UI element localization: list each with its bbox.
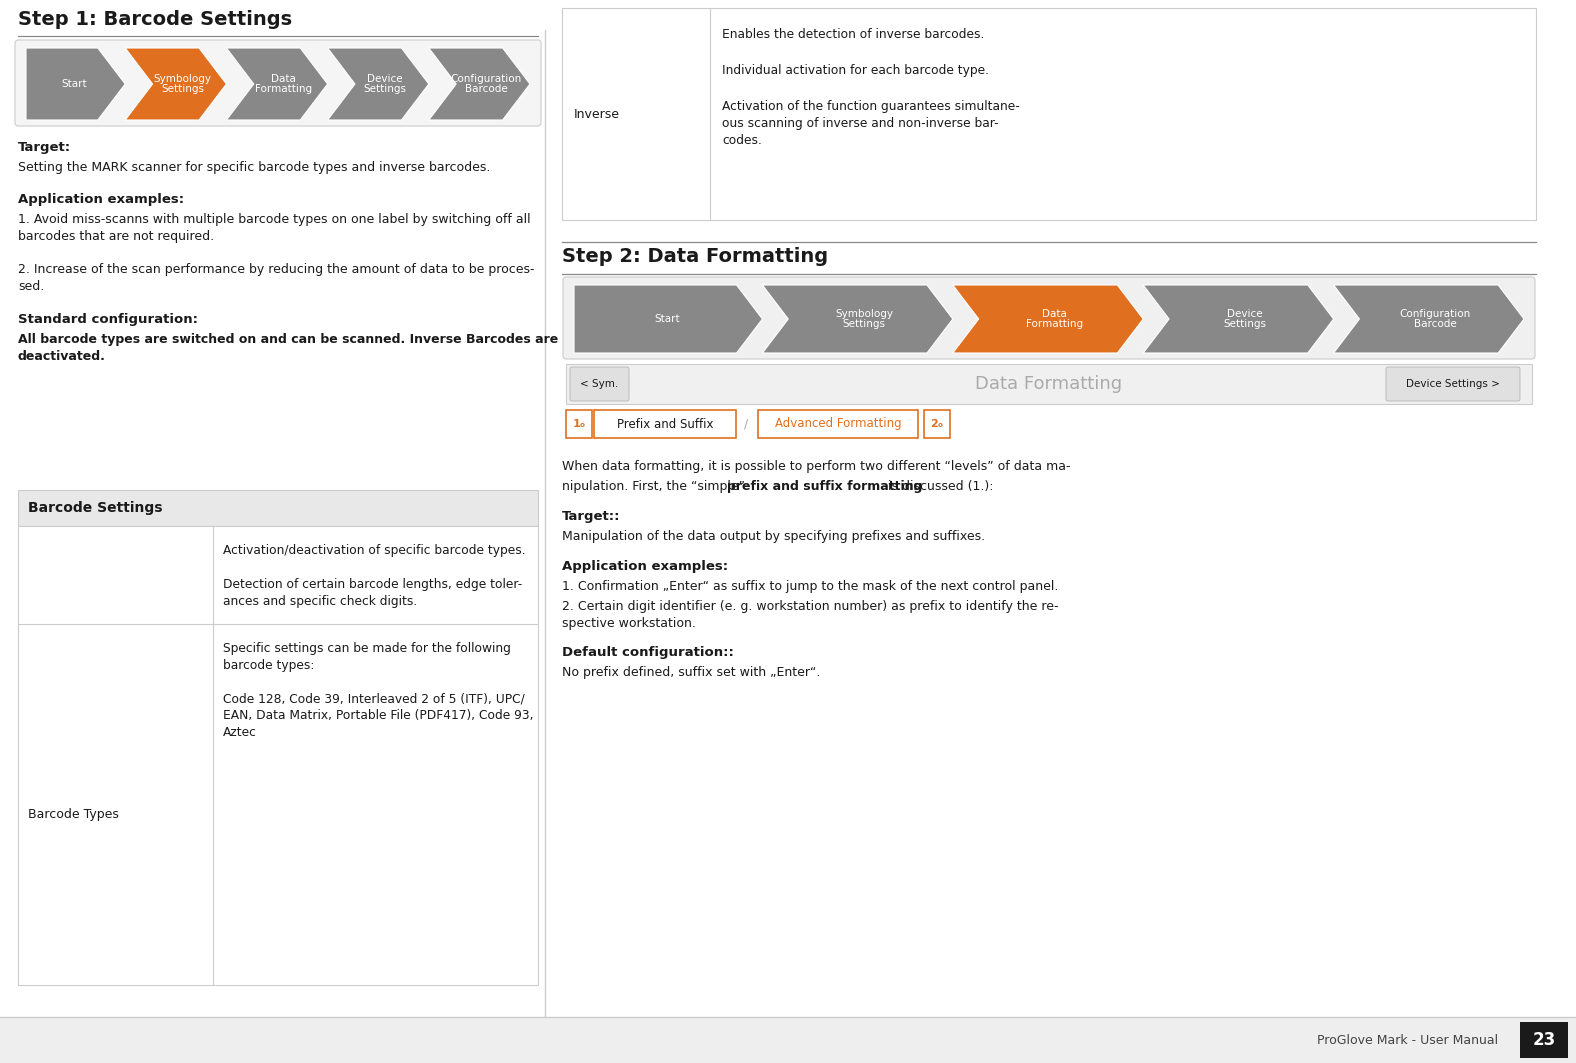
Text: Code 128, Code 39, Interleaved 2 of 5 (ITF), UPC/
EAN, Data Matrix, Portable Fil: Code 128, Code 39, Interleaved 2 of 5 (I…: [222, 692, 534, 739]
FancyBboxPatch shape: [17, 490, 537, 526]
Text: Device Settings >: Device Settings >: [1406, 379, 1500, 389]
Text: nipulation. First, the “simple”: nipulation. First, the “simple”: [563, 480, 749, 493]
FancyBboxPatch shape: [17, 526, 537, 985]
FancyBboxPatch shape: [563, 9, 1537, 220]
Text: Enables the detection of inverse barcodes.: Enables the detection of inverse barcode…: [722, 28, 985, 41]
Text: Specific settings can be made for the following
barcode types:: Specific settings can be made for the fo…: [222, 642, 511, 672]
Text: 2ₒ: 2ₒ: [930, 419, 944, 429]
FancyBboxPatch shape: [1385, 367, 1519, 401]
Text: All barcode types are switched on and can be scanned. Inverse Barcodes are
deact: All barcode types are switched on and ca…: [17, 333, 558, 362]
Text: Application examples:: Application examples:: [563, 560, 728, 573]
Polygon shape: [429, 48, 530, 120]
Text: Symbology
Settings: Symbology Settings: [153, 73, 211, 95]
Text: is discussed (1.):: is discussed (1.):: [884, 480, 993, 493]
Polygon shape: [763, 285, 953, 353]
Text: 2. Increase of the scan performance by reducing the amount of data to be proces-: 2. Increase of the scan performance by r…: [17, 263, 534, 293]
Text: Configuration
Barcode: Configuration Barcode: [1399, 308, 1470, 330]
Text: ProGlove Mark - User Manual: ProGlove Mark - User Manual: [1318, 1033, 1499, 1046]
Text: Configuration
Barcode: Configuration Barcode: [451, 73, 522, 95]
Text: < Sym.: < Sym.: [580, 379, 618, 389]
Text: Device
Settings: Device Settings: [364, 73, 407, 95]
Text: When data formatting, it is possible to perform two different “levels” of data m: When data formatting, it is possible to …: [563, 460, 1070, 473]
Text: Default configuration::: Default configuration::: [563, 646, 734, 659]
Text: Setting the MARK scanner for specific barcode types and inverse barcodes.: Setting the MARK scanner for specific ba…: [17, 161, 490, 174]
Text: Step 1: Barcode Settings: Step 1: Barcode Settings: [17, 10, 292, 29]
Text: 23: 23: [1532, 1031, 1556, 1049]
Polygon shape: [574, 285, 763, 353]
Polygon shape: [1333, 285, 1524, 353]
FancyBboxPatch shape: [563, 277, 1535, 359]
Text: Prefix and Suffix: Prefix and Suffix: [616, 418, 714, 431]
FancyBboxPatch shape: [594, 410, 736, 438]
Text: Start: Start: [61, 79, 87, 89]
Polygon shape: [1143, 285, 1333, 353]
Text: Data
Formatting: Data Formatting: [1026, 308, 1083, 330]
Text: 1. Confirmation „Enter“ as suffix to jump to the mask of the next control panel.: 1. Confirmation „Enter“ as suffix to jum…: [563, 580, 1059, 593]
Text: 1. Avoid miss-scanns with multiple barcode types on one label by switching off a: 1. Avoid miss-scanns with multiple barco…: [17, 213, 531, 243]
FancyBboxPatch shape: [0, 1017, 1576, 1063]
Polygon shape: [25, 48, 125, 120]
FancyBboxPatch shape: [571, 367, 629, 401]
Text: Manipulation of the data output by specifying prefixes and suffixes.: Manipulation of the data output by speci…: [563, 530, 985, 543]
Text: Data
Formatting: Data Formatting: [255, 73, 312, 95]
FancyBboxPatch shape: [566, 364, 1532, 404]
Text: prefix and suffix formatting: prefix and suffix formatting: [727, 480, 922, 493]
Polygon shape: [125, 48, 227, 120]
Text: Start: Start: [654, 314, 679, 324]
Text: No prefix defined, suffix set with „Enter“.: No prefix defined, suffix set with „Ente…: [563, 667, 821, 679]
Text: Step 2: Data Formatting: Step 2: Data Formatting: [563, 247, 827, 266]
FancyBboxPatch shape: [566, 410, 593, 438]
Text: Data Formatting: Data Formatting: [976, 375, 1122, 393]
Text: Barcode Settings: Barcode Settings: [28, 501, 162, 514]
Text: 2. Certain digit identifier (e. g. workstation number) as prefix to identify the: 2. Certain digit identifier (e. g. works…: [563, 600, 1059, 630]
Text: Activation/deactivation of specific barcode types.: Activation/deactivation of specific barc…: [222, 544, 526, 557]
Text: /: /: [744, 418, 749, 431]
Text: Device
Settings: Device Settings: [1223, 308, 1267, 330]
FancyBboxPatch shape: [924, 410, 950, 438]
FancyBboxPatch shape: [758, 410, 917, 438]
Text: Advanced Formatting: Advanced Formatting: [775, 418, 901, 431]
Text: Target::: Target::: [563, 510, 621, 523]
Text: 1ₒ: 1ₒ: [572, 419, 586, 429]
FancyBboxPatch shape: [1519, 1022, 1568, 1058]
Text: Detection of certain barcode lengths, edge toler-
ances and specific check digit: Detection of certain barcode lengths, ed…: [222, 578, 522, 608]
Text: Target:: Target:: [17, 141, 71, 154]
Polygon shape: [328, 48, 429, 120]
Text: Application examples:: Application examples:: [17, 193, 184, 206]
Polygon shape: [953, 285, 1143, 353]
Text: Activation of the function guarantees simultane-
ous scanning of inverse and non: Activation of the function guarantees si…: [722, 100, 1020, 147]
Text: Barcode Types: Barcode Types: [28, 808, 118, 821]
Text: Symbology
Settings: Symbology Settings: [835, 308, 894, 330]
Polygon shape: [227, 48, 328, 120]
Text: Individual activation for each barcode type.: Individual activation for each barcode t…: [722, 64, 990, 77]
Text: Inverse: Inverse: [574, 107, 619, 120]
Text: Standard configuration:: Standard configuration:: [17, 313, 199, 326]
FancyBboxPatch shape: [16, 40, 541, 126]
